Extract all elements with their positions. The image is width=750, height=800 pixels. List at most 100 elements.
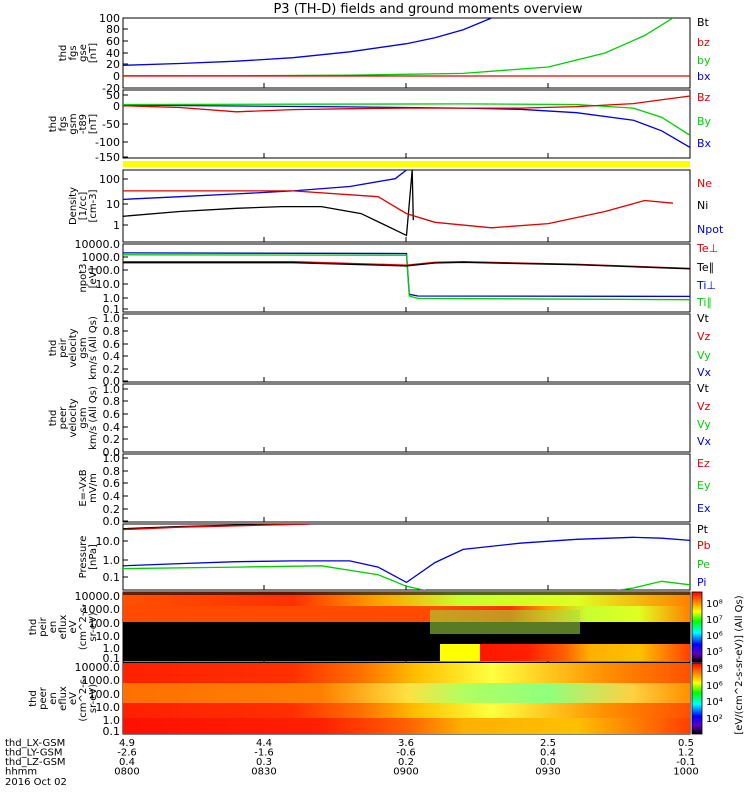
x-axis-value: 0900 (393, 767, 418, 778)
y-tick-label: 0.6 (103, 477, 121, 490)
y-axis-label: Pressure (78, 536, 89, 579)
x-axis-value: 0.5 (678, 738, 694, 749)
y-axis-label: fgs (68, 45, 79, 60)
y-axis-label: peir (38, 616, 49, 636)
x-axis-value: 0.4 (119, 757, 135, 768)
panel-pressure: 10.0 1.0 0.1 Pressure [nPa] Pt Pb Pe Pi (78, 523, 711, 591)
x-axis-value: 3.6 (398, 738, 414, 749)
x-axis-value: 1.2 (678, 748, 694, 759)
colorbar-label: [eV/(cm^2-s-sr-eV)] (All Qs) (734, 595, 745, 734)
colorbar-2 (691, 662, 703, 735)
y-tick-label: -50 (102, 118, 120, 131)
y-axis-label: gsm (78, 337, 89, 358)
y-tick-label: 1.0 (103, 383, 121, 396)
y-axis-label: E=-VxB (78, 469, 89, 506)
y-axis-label: gsm (68, 113, 79, 134)
series-line (123, 261, 690, 270)
y-tick-label: 0.8 (103, 395, 121, 408)
y-tick-label: 0.4 (103, 350, 121, 363)
x-axis-value: 0.3 (256, 757, 272, 768)
y-tick-label: 10 (106, 198, 120, 211)
panel-peir_velocity: 1.00.80.60.40.20.0 thd peir velocity gsm km/s… (48, 312, 712, 388)
x-axis-value: 0800 (114, 767, 139, 778)
y-axis-label: [cm-3] (88, 189, 99, 222)
y-axis-label: gsm (78, 407, 89, 428)
panel-efield: 1.00.80.60.40.20.0 E=-VxB mV/m Ez Ey Ex (78, 452, 711, 528)
y-axis-label: km/s (All Qs) (88, 386, 99, 450)
x-axis-row-label: hhmm (5, 767, 37, 778)
y-axis-label: [1/cc] (78, 192, 89, 221)
y-tick-label: 1000.0 (82, 251, 121, 264)
y-axis-label: peir (58, 337, 69, 357)
x-axis-value: -1.6 (254, 748, 274, 759)
legend-entry: Pe (697, 558, 710, 571)
y-tick-label: 10000.0 (75, 661, 121, 674)
y-tick-label: 100.0 (89, 617, 121, 630)
panel-frame (122, 523, 691, 591)
y-axis-label: thd (28, 690, 39, 707)
x-axis-row-label: thd_LX-GSM (5, 738, 65, 749)
y-tick-label: 0.6 (103, 338, 121, 351)
colorbar-tick-label: 10² (706, 714, 723, 725)
y-axis-label: sr-eV) (88, 684, 99, 713)
peir-spectrogram-image (123, 592, 690, 661)
y-tick-label: 100 (99, 12, 120, 25)
x-axis-value: 0.2 (398, 757, 414, 768)
legend-entry: Vy (697, 349, 711, 362)
y-tick-label: 1.0 (103, 714, 121, 727)
series-line (123, 103, 690, 136)
y-tick-label: 40 (106, 47, 120, 60)
x-axis-value: -0.1 (676, 757, 696, 768)
series-line (123, 18, 674, 77)
colorbar-tick-label: 10⁸ (706, 664, 723, 675)
legend-entry: Vx (697, 435, 712, 448)
y-axis-label: eV (68, 620, 79, 633)
series-line (123, 536, 690, 584)
y-tick-label: -20 (102, 82, 120, 95)
y-tick-label: 0 (113, 100, 120, 113)
legend-entry: Vt (697, 312, 710, 325)
y-tick-label: 10.0 (96, 701, 121, 714)
x-axis-value: 0.4 (540, 748, 556, 759)
y-tick-label: 100.0 (89, 688, 121, 701)
y-axis-label: -t89 (78, 114, 89, 134)
x-axis-value: 1000 (673, 767, 698, 778)
y-tick-label: 1.0 (103, 312, 121, 325)
y-tick-label: 0.2 (103, 363, 121, 376)
y-axis-label: (cm^2-s- (78, 675, 89, 722)
legend-entry: Te∥ (696, 261, 714, 274)
y-axis-label: thd (48, 340, 59, 357)
y-axis-label: (cm^2-s- (78, 603, 89, 650)
legend-entry: Pi (697, 576, 706, 589)
status-bar (123, 161, 690, 167)
colorbar-tick-label: 10⁶ (706, 681, 723, 692)
colorbar-tick-label: 10⁸ (706, 599, 723, 610)
panel-frame (122, 89, 691, 159)
y-tick-label: 10000.0 (75, 590, 121, 603)
y-tick-label: 1 (113, 219, 120, 232)
legend-entry: Ey (697, 479, 711, 492)
y-tick-label: 1.0 (103, 554, 121, 567)
y-tick-label: 0.4 (103, 490, 121, 503)
y-tick-label: 0.4 (103, 421, 121, 434)
panel-frame (122, 383, 691, 453)
y-tick-label: 80 (106, 23, 120, 36)
y-tick-label: 0.1 (103, 652, 121, 665)
x-axis-value: -0.6 (396, 748, 416, 759)
y-tick-label: 60 (106, 35, 120, 48)
y-axis-label: velocity (68, 398, 79, 437)
y-tick-label: 0.8 (103, 465, 121, 478)
x-axis-value: 0.0 (540, 757, 556, 768)
colorbar-1 (691, 591, 703, 663)
y-tick-label: 0 (113, 70, 120, 83)
y-tick-label: 10.0 (96, 535, 121, 548)
y-axis-label: eV (68, 692, 79, 705)
y-axis-label: Density (68, 187, 79, 225)
legend-entry: Ex (697, 502, 711, 515)
plot-title: P3 (TH-D) fields and ground moments over… (273, 2, 582, 17)
x-axis-value: 2.5 (540, 738, 556, 749)
panel-frame (122, 313, 691, 383)
